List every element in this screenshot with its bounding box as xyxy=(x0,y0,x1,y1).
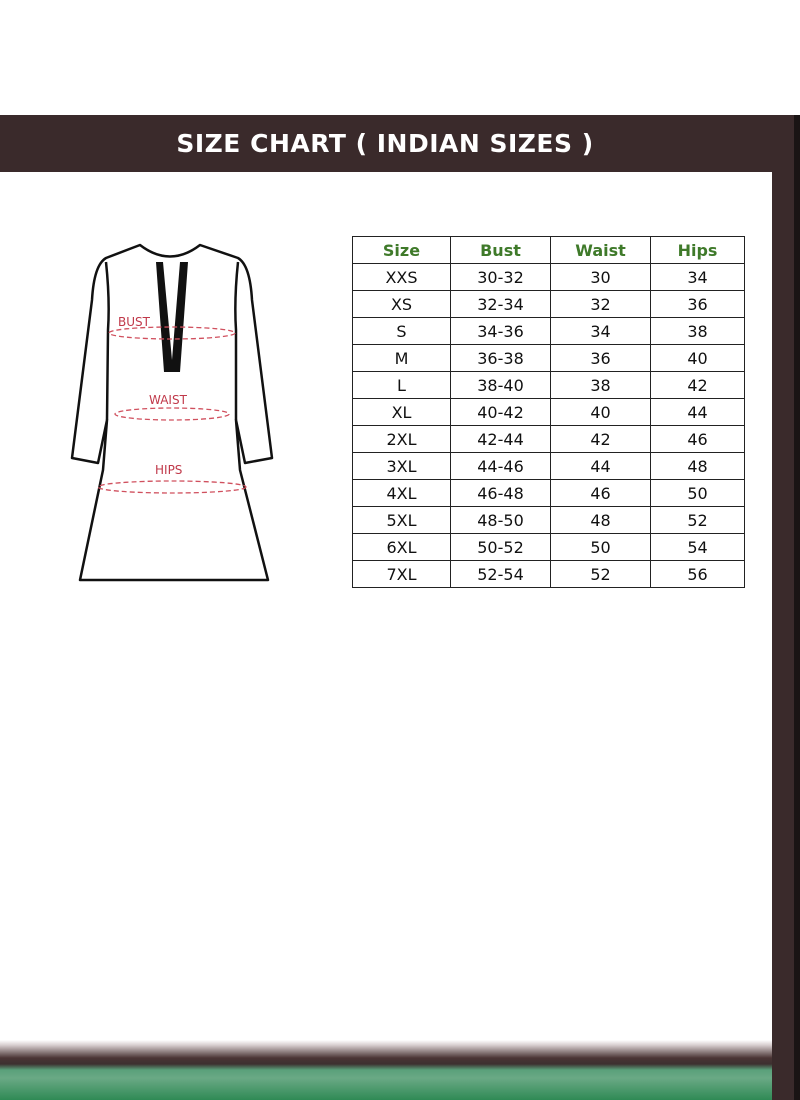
header-bust: Bust xyxy=(450,236,551,264)
cell-bust: 44-46 xyxy=(450,452,551,480)
waist-line xyxy=(114,407,230,421)
header-size: Size xyxy=(352,236,451,264)
cell-size: 6XL xyxy=(352,533,451,561)
cell-bust: 42-44 xyxy=(450,425,551,453)
cell-hips: 56 xyxy=(650,560,745,588)
cell-hips: 46 xyxy=(650,425,745,453)
header-hips: Hips xyxy=(650,236,745,264)
table-row: L 38-40 38 42 xyxy=(352,371,745,399)
cell-bust: 52-54 xyxy=(450,560,551,588)
cell-waist: 48 xyxy=(550,506,651,534)
cell-bust: 34-36 xyxy=(450,317,551,345)
cell-waist: 36 xyxy=(550,344,651,372)
bottom-strip xyxy=(0,1040,772,1100)
cell-size: 7XL xyxy=(352,560,451,588)
cell-bust: 36-38 xyxy=(450,344,551,372)
hips-label: HIPS xyxy=(155,463,182,477)
kurta-outline xyxy=(70,243,274,582)
header-waist: Waist xyxy=(550,236,651,264)
cell-size: S xyxy=(352,317,451,345)
table-row: S 34-36 34 38 xyxy=(352,317,745,345)
page-title: SIZE CHART ( INDIAN SIZES ) xyxy=(176,129,594,158)
cell-waist: 34 xyxy=(550,317,651,345)
cell-waist: 32 xyxy=(550,290,651,318)
table-row: 7XL 52-54 52 56 xyxy=(352,560,745,588)
table-row: 6XL 50-52 50 54 xyxy=(352,533,745,561)
cell-waist: 50 xyxy=(550,533,651,561)
cell-bust: 30-32 xyxy=(450,263,551,291)
cell-size: XXS xyxy=(352,263,451,291)
table-row: XXS 30-32 30 34 xyxy=(352,263,745,291)
cell-hips: 50 xyxy=(650,479,745,507)
table-row: 4XL 46-48 46 50 xyxy=(352,479,745,507)
cell-bust: 46-48 xyxy=(450,479,551,507)
cell-waist: 44 xyxy=(550,452,651,480)
size-chart-table: Size Bust Waist Hips XXS 30-32 30 34 XS 32-34… xyxy=(352,236,745,588)
left-sleeve-seam xyxy=(104,261,110,421)
neck-placket xyxy=(156,262,188,372)
cell-size: 4XL xyxy=(352,479,451,507)
cell-hips: 44 xyxy=(650,398,745,426)
cell-hips: 52 xyxy=(650,506,745,534)
hips-line xyxy=(97,480,247,494)
cell-waist: 30 xyxy=(550,263,651,291)
cell-hips: 40 xyxy=(650,344,745,372)
cell-waist: 42 xyxy=(550,425,651,453)
cell-size: 5XL xyxy=(352,506,451,534)
right-border xyxy=(772,115,800,1100)
kurta-measurement-diagram: BUST WAIST HIPS xyxy=(70,243,274,582)
cell-waist: 52 xyxy=(550,560,651,588)
cell-size: M xyxy=(352,344,451,372)
cell-waist: 38 xyxy=(550,371,651,399)
table-row: 3XL 44-46 44 48 xyxy=(352,452,745,480)
table-header-row: Size Bust Waist Hips xyxy=(352,236,745,264)
cell-size: XS xyxy=(352,290,451,318)
table-row: XS 32-34 32 36 xyxy=(352,290,745,318)
cell-size: L xyxy=(352,371,451,399)
cell-size: XL xyxy=(352,398,451,426)
cell-hips: 42 xyxy=(650,371,745,399)
cell-waist: 46 xyxy=(550,479,651,507)
cell-hips: 34 xyxy=(650,263,745,291)
cell-bust: 40-42 xyxy=(450,398,551,426)
right-sleeve-seam xyxy=(234,261,240,420)
cell-hips: 48 xyxy=(650,452,745,480)
cell-bust: 32-34 xyxy=(450,290,551,318)
table-row: M 36-38 36 40 xyxy=(352,344,745,372)
cell-waist: 40 xyxy=(550,398,651,426)
bust-label: BUST xyxy=(118,315,151,329)
cell-hips: 36 xyxy=(650,290,745,318)
cell-bust: 38-40 xyxy=(450,371,551,399)
table-row: 5XL 48-50 48 52 xyxy=(352,506,745,534)
cell-bust: 48-50 xyxy=(450,506,551,534)
cell-size: 3XL xyxy=(352,452,451,480)
table-row: XL 40-42 40 44 xyxy=(352,398,745,426)
waist-label: WAIST xyxy=(149,393,188,407)
title-banner: SIZE CHART ( INDIAN SIZES ) xyxy=(0,115,800,172)
cell-hips: 54 xyxy=(650,533,745,561)
cell-hips: 38 xyxy=(650,317,745,345)
cell-size: 2XL xyxy=(352,425,451,453)
cell-bust: 50-52 xyxy=(450,533,551,561)
bust-line xyxy=(108,326,236,340)
table-row: 2XL 42-44 42 46 xyxy=(352,425,745,453)
